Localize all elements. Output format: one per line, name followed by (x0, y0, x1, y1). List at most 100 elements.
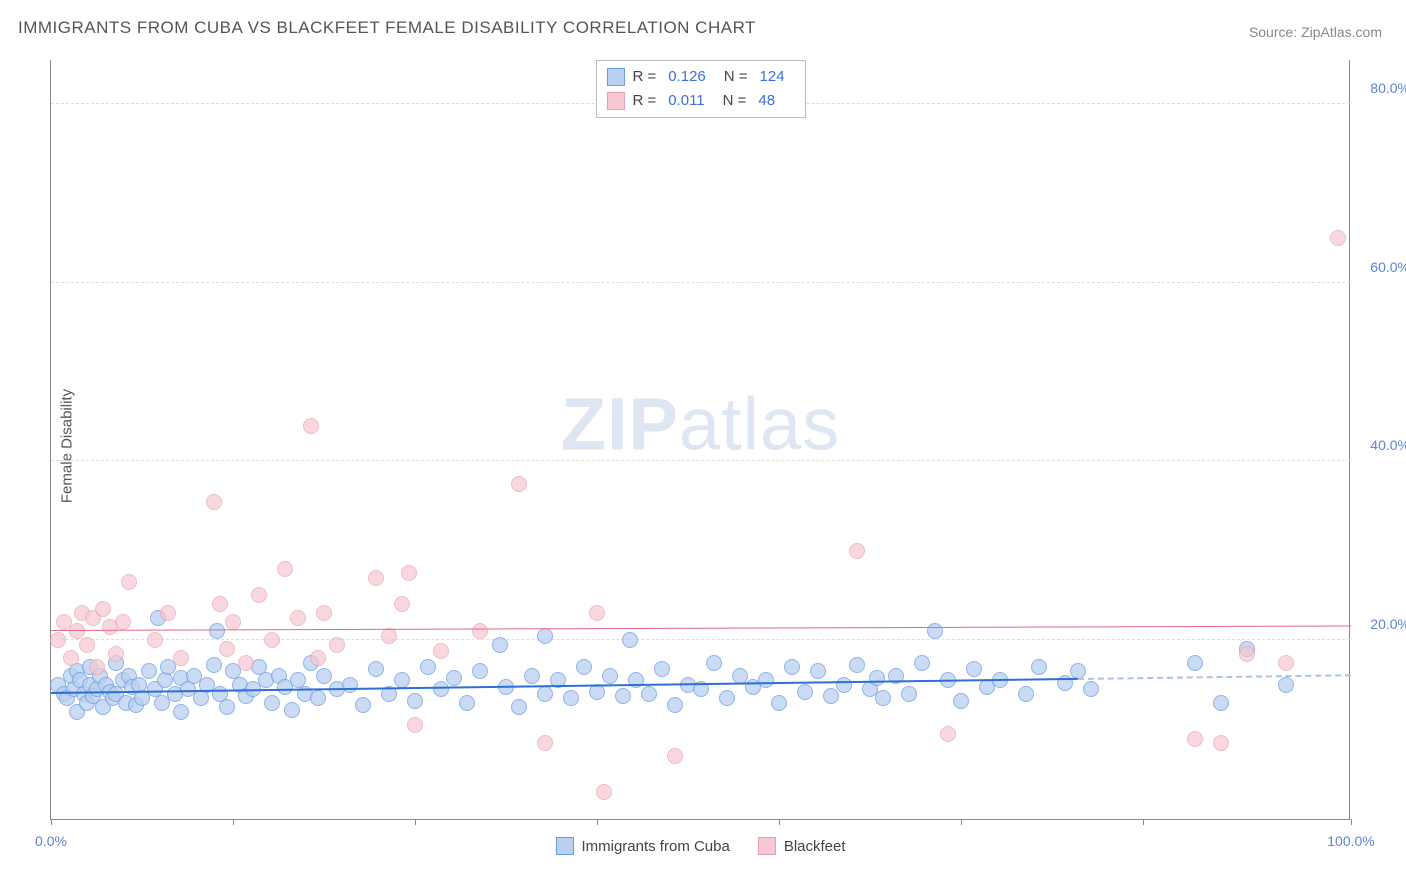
legend-swatch-blue (555, 837, 573, 855)
scatter-point (823, 688, 839, 704)
watermark-bold: ZIP (561, 383, 679, 466)
scatter-point (602, 668, 618, 684)
scatter-point (1187, 655, 1203, 671)
scatter-point (589, 605, 605, 621)
scatter-point (667, 697, 683, 713)
scatter-point (264, 632, 280, 648)
scatter-point (524, 668, 540, 684)
scatter-point (576, 659, 592, 675)
scatter-point (407, 693, 423, 709)
scatter-point (433, 643, 449, 659)
scatter-point (446, 670, 462, 686)
scatter-point (537, 735, 553, 751)
scatter-point (173, 704, 189, 720)
scatter-point (622, 632, 638, 648)
gridline (51, 460, 1350, 461)
scatter-point (310, 690, 326, 706)
legend-swatch-pink (758, 837, 776, 855)
legend-series-item: Immigrants from Cuba (555, 837, 729, 855)
scatter-point (459, 695, 475, 711)
scatter-point (537, 628, 553, 644)
legend-n-label: N = (724, 65, 748, 89)
scatter-point (420, 659, 436, 675)
scatter-point (209, 623, 225, 639)
scatter-point (1239, 646, 1255, 662)
scatter-point (433, 681, 449, 697)
x-tick (961, 819, 962, 825)
scatter-point (472, 623, 488, 639)
scatter-point (1187, 731, 1203, 747)
x-tick (1351, 819, 1352, 825)
scatter-point (849, 543, 865, 559)
scatter-point (225, 614, 241, 630)
gridline (51, 282, 1350, 283)
scatter-point (654, 661, 670, 677)
scatter-point (277, 561, 293, 577)
scatter-point (1213, 735, 1229, 751)
scatter-point (95, 601, 111, 617)
watermark-rest: atlas (679, 383, 840, 466)
legend-series-item: Blackfeet (758, 837, 846, 855)
legend-n-label: N = (723, 89, 747, 113)
scatter-point (966, 661, 982, 677)
source-attribution: Source: ZipAtlas.com (1249, 24, 1382, 40)
scatter-point (206, 494, 222, 510)
x-tick-label: 0.0% (35, 833, 67, 849)
scatter-point (310, 650, 326, 666)
scatter-point (303, 418, 319, 434)
legend-n-value-0: 124 (756, 65, 795, 89)
scatter-point (50, 632, 66, 648)
scatter-point (394, 596, 410, 612)
scatter-point (797, 684, 813, 700)
y-tick-label: 40.0% (1355, 437, 1406, 453)
y-tick-label: 60.0% (1355, 259, 1406, 275)
scatter-point (1278, 655, 1294, 671)
scatter-point (1018, 686, 1034, 702)
scatter-point (329, 637, 345, 653)
x-tick (779, 819, 780, 825)
scatter-point (901, 686, 917, 702)
scatter-point (212, 596, 228, 612)
scatter-point (706, 655, 722, 671)
scatter-point (407, 717, 423, 733)
scatter-point (927, 623, 943, 639)
legend-series-label-0: Immigrants from Cuba (581, 838, 729, 855)
scatter-point (914, 655, 930, 671)
gridline (51, 639, 1350, 640)
scatter-point (368, 661, 384, 677)
scatter-point (758, 672, 774, 688)
x-tick (51, 819, 52, 825)
scatter-point (771, 695, 787, 711)
scatter-point (472, 663, 488, 679)
scatter-point (160, 605, 176, 621)
scatter-point (953, 693, 969, 709)
scatter-point (115, 614, 131, 630)
scatter-point (810, 663, 826, 679)
scatter-point (537, 686, 553, 702)
trend-line (51, 626, 1351, 631)
chart-title: IMMIGRANTS FROM CUBA VS BLACKFEET FEMALE… (18, 18, 756, 38)
x-tick (233, 819, 234, 825)
scatter-point (141, 663, 157, 679)
scatter-point (615, 688, 631, 704)
scatter-point (173, 650, 189, 666)
scatter-point (492, 637, 508, 653)
scatter-point (63, 650, 79, 666)
scatter-point (1083, 681, 1099, 697)
right-axis-line (1349, 60, 1350, 819)
legend-n-value-1: 48 (754, 89, 785, 113)
scatter-point (206, 657, 222, 673)
scatter-point (511, 476, 527, 492)
legend-swatch-blue (606, 68, 624, 86)
x-tick (415, 819, 416, 825)
x-tick (1143, 819, 1144, 825)
scatter-point (284, 702, 300, 718)
scatter-point (316, 605, 332, 621)
scatter-point (108, 646, 124, 662)
scatter-point (368, 570, 384, 586)
legend-r-label: R = (632, 65, 656, 89)
scatter-point (251, 587, 267, 603)
scatter-point (219, 641, 235, 657)
scatter-point (89, 659, 105, 675)
scatter-point (719, 690, 735, 706)
